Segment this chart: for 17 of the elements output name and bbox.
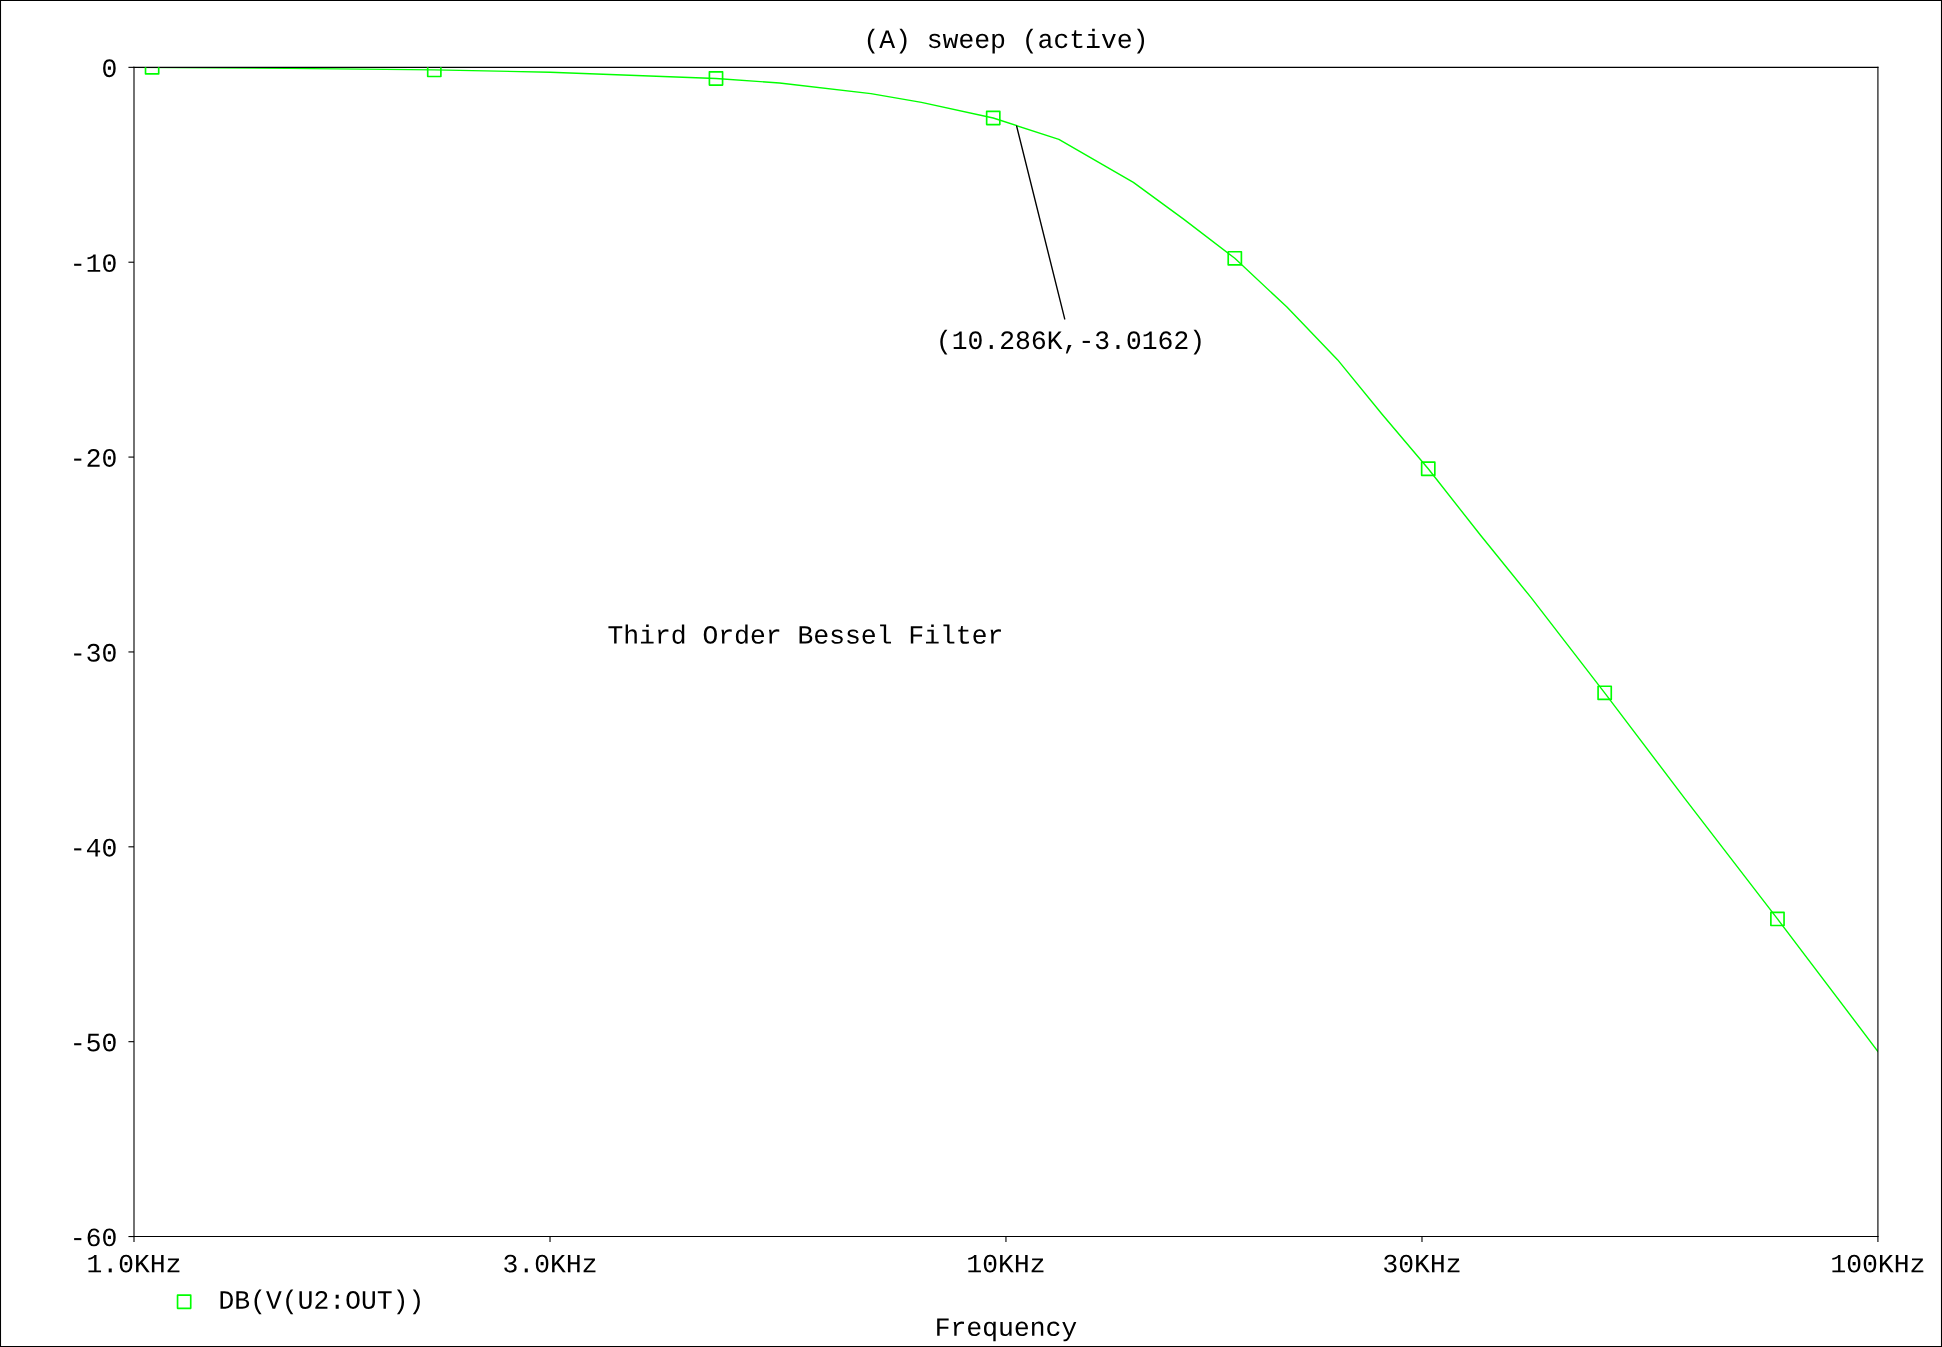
annotation: (10.286K,-3.0162) bbox=[940, 329, 1201, 355]
x-axis-title: Frequency bbox=[937, 1318, 1077, 1342]
x-tick-label: 100KHz bbox=[1832, 1254, 1924, 1273]
y-tick-label: -10 bbox=[74, 254, 116, 273]
y-tick-label: -30 bbox=[74, 643, 116, 662]
x-tick-label: 1.0KHz bbox=[88, 1254, 180, 1273]
chart-title: (A) sweep (active) bbox=[867, 28, 1145, 54]
x-tick-label: 3.0KHz bbox=[504, 1254, 596, 1273]
y-tick-label: -60 bbox=[74, 1228, 116, 1247]
y-tick-label: -40 bbox=[74, 838, 116, 857]
annotation: Third Order Bessel Filter bbox=[608, 624, 1001, 644]
x-tick-label: 10KHz bbox=[968, 1254, 1044, 1273]
y-tick-label: -20 bbox=[74, 448, 116, 467]
y-tick-label: 0 bbox=[103, 59, 116, 78]
x-tick-label: 30KHz bbox=[1384, 1254, 1460, 1273]
y-tick-label: -50 bbox=[74, 1033, 116, 1052]
legend-label: DB(V(U2:OUT)) bbox=[220, 1289, 420, 1315]
